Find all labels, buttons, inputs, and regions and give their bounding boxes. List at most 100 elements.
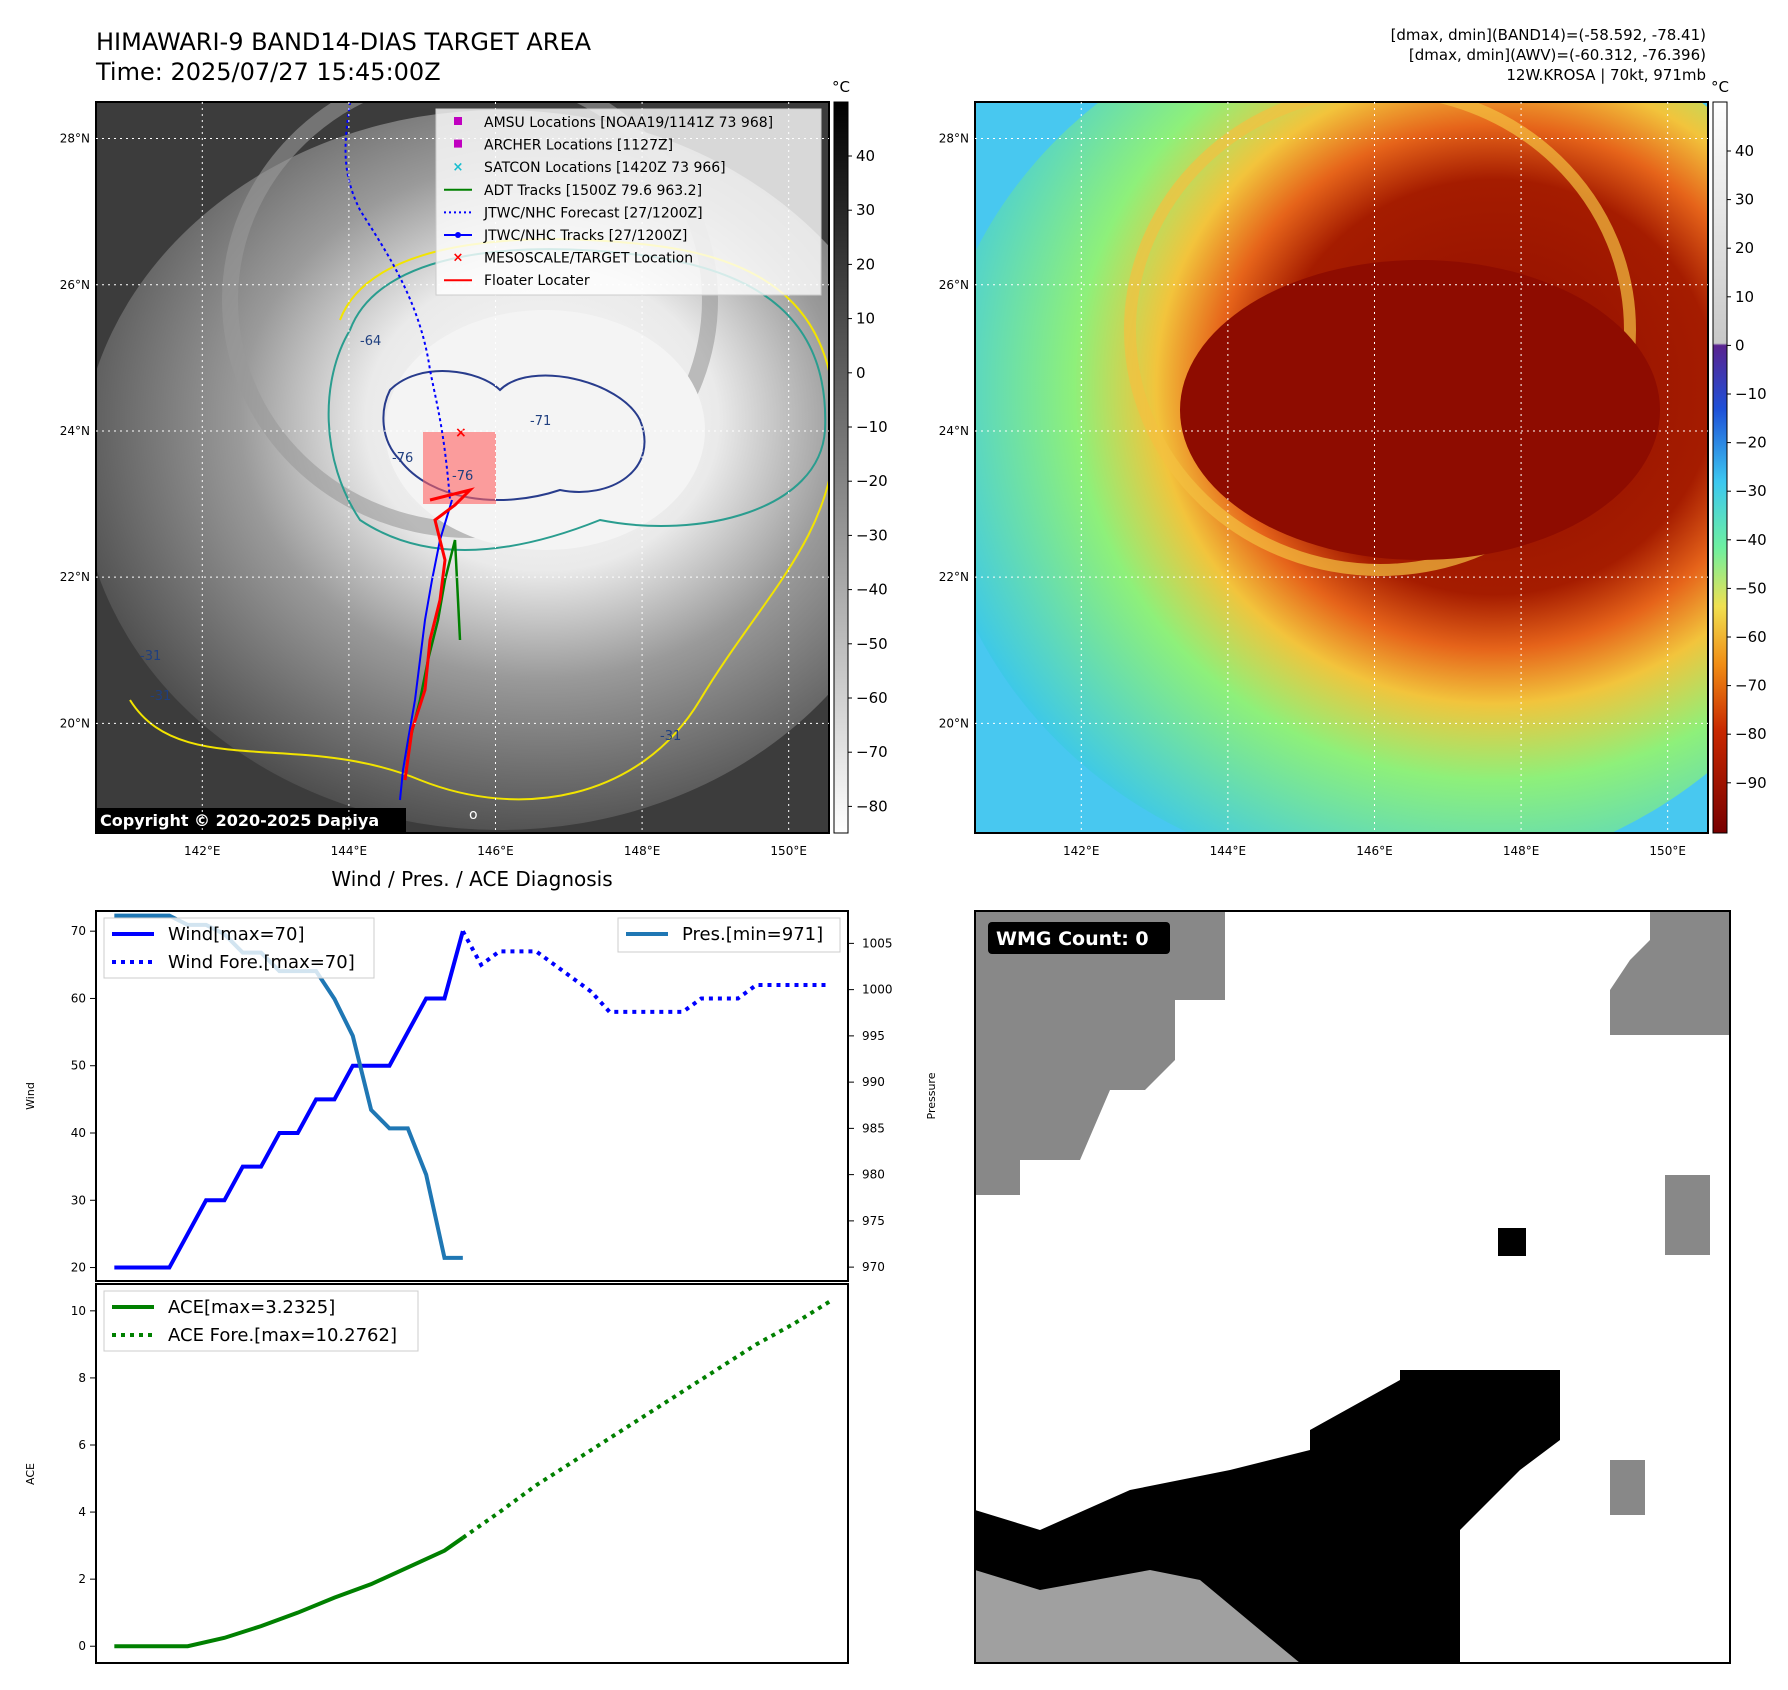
contour-label: -76 <box>452 469 473 484</box>
contour-label: -64 <box>360 334 381 349</box>
pressure-axis-ticks: 970 975 980 985 990 995 1000 1005 <box>848 936 893 1274</box>
left-map-contour-labels: -64 -76 -76 -71 -31 -31 -31 <box>140 334 681 744</box>
wind-ylabel: Wind <box>24 1082 37 1110</box>
colorbar-tick-label: 40 <box>1735 142 1754 160</box>
lon-label: 146°E <box>477 844 514 858</box>
series-line <box>461 1299 831 1540</box>
stats-storm: 12W.KROSA | 70kt, 971mb <box>1506 66 1706 84</box>
legend-label: Wind[max=70] <box>168 924 305 945</box>
legend-marker-square <box>454 139 462 148</box>
pressure-ylabel: Pressure <box>925 1072 938 1119</box>
lat-label: 28°N <box>939 132 969 146</box>
right-map-core <box>1180 260 1660 560</box>
legend-label: ACE[max=3.2325] <box>168 1297 335 1318</box>
lon-label: 144°E <box>1210 844 1247 858</box>
series-line <box>114 930 465 1270</box>
lon-label: 142°E <box>184 844 221 858</box>
right-map-lat-labels: 28°N 26°N 24°N 22°N 20°N <box>939 132 969 731</box>
wmg-gray-region-topright <box>1610 911 1730 1035</box>
contour-label: -31 <box>660 729 681 744</box>
wind-legend: Wind[max=70] Wind Fore.[max=70] <box>112 924 355 973</box>
floater-track <box>403 487 475 781</box>
lon-label: 150°E <box>770 844 807 858</box>
colorbar-tick-label: 20 <box>856 255 875 273</box>
ace-ylabel: ACE <box>24 1463 37 1485</box>
series-line <box>114 1536 464 1649</box>
wind-tick-label: 50 <box>71 1059 86 1073</box>
right-colorbar-ticks: 40 30 20 10 0 −10 −20 −30 −40 −50 −60 −70 −80 −90 <box>1727 142 1767 792</box>
legend-marker-dot <box>455 232 461 238</box>
pressure-tick-label: 1000 <box>862 983 893 997</box>
left-map-frame <box>95 101 830 834</box>
legend-label: JTWC/NHC Forecast [27/1200Z] <box>483 205 703 221</box>
legend-label: ARCHER Locations [1127Z] <box>484 138 673 154</box>
legend-marker-x: × <box>453 251 464 266</box>
colorbar-tick-label: 10 <box>1735 288 1754 306</box>
ace-chart-lines <box>114 1299 831 1649</box>
ace-tick-label: 6 <box>78 1438 86 1452</box>
copyright-box <box>96 808 406 833</box>
lat-label: 22°N <box>939 570 969 584</box>
series-line <box>461 930 830 1014</box>
diagnosis-title: Wind / Pres. / ACE Diagnosis <box>331 867 612 891</box>
wmg-light-gray-region <box>975 1570 1300 1663</box>
contour-label: -31 <box>150 689 171 704</box>
ace-axis-ticks: 0 2 4 6 8 10 <box>71 1304 96 1653</box>
ace-chart: ACE 0 2 4 6 8 10 ACE[max=3.2325] ACE Fore.[max… <box>24 1283 849 1664</box>
colorbar-tick-label: −80 <box>856 797 888 815</box>
colorbar-tick-label: 0 <box>1735 336 1745 354</box>
lon-label: 144°E <box>331 844 368 858</box>
pressure-tick-label: 970 <box>862 1260 885 1274</box>
contour-label: -31 <box>140 649 161 664</box>
lon-label: 146°E <box>1356 844 1393 858</box>
figure-title: HIMAWARI-9 BAND14-DIAS TARGET AREA <box>96 28 592 56</box>
colorbar-tick-label: −50 <box>856 635 888 653</box>
wmg-gray-region-topleft <box>975 911 1225 1195</box>
wind-tick-label: 40 <box>71 1126 86 1140</box>
colorbar-tick-label: −40 <box>856 581 888 599</box>
wmg-gray-region-right-lower <box>1610 1460 1645 1515</box>
ace-legend: ACE[max=3.2325] ACE Fore.[max=10.2762] <box>112 1297 397 1346</box>
figure-time: Time: 2025/07/27 15:45:00Z <box>95 58 441 86</box>
mesoscale-target-marker: × <box>455 425 467 441</box>
copyright-text: Copyright © 2020-2025 Dapiya <box>100 811 379 830</box>
pressure-tick-label: 980 <box>862 1168 885 1182</box>
left-map-contour-inner <box>382 370 646 501</box>
pressure-tick-label: 985 <box>862 1121 885 1135</box>
left-map-legend-box <box>435 108 822 296</box>
wmg-frame <box>974 910 1731 1664</box>
lat-label: 26°N <box>939 278 969 292</box>
legend-label: Wind Fore.[max=70] <box>168 952 355 973</box>
lat-label: 24°N <box>60 424 90 438</box>
left-map-marker: o <box>469 807 478 823</box>
colorbar-tick-label: −40 <box>1735 531 1767 549</box>
stats-band14: [dmax, dmin](BAND14)=(-58.592, -78.41) <box>1391 26 1706 44</box>
stats-awv: [dmax, dmin](AWV)=(-60.312, -76.396) <box>1409 46 1706 64</box>
left-colorbar-unit: °C <box>832 78 850 96</box>
wmg-panel: WMG Count: 0 <box>974 910 1731 1664</box>
colorbar-tick-label: −20 <box>856 472 888 490</box>
pressure-legend: Pres.[min=971] <box>626 924 823 945</box>
colorbar-tick-label: 30 <box>856 201 875 219</box>
contour-label: -71 <box>530 414 551 429</box>
legend-label: Floater Locater <box>484 273 590 289</box>
right-map-frame <box>974 101 1709 834</box>
right-colorbar <box>1712 101 1728 834</box>
left-colorbar-ticks: 40 30 20 10 0 −10 −20 −30 −40 −50 −60 −70 −80 <box>848 147 888 815</box>
ace-tick-label: 8 <box>78 1371 86 1385</box>
ace-tick-label: 10 <box>71 1304 86 1318</box>
wind-tick-label: 30 <box>71 1193 86 1207</box>
wind-tick-label: 70 <box>71 924 86 938</box>
pressure-tick-label: 990 <box>862 1075 885 1089</box>
colorbar-tick-label: −10 <box>1735 385 1767 403</box>
lon-label: 148°E <box>624 844 661 858</box>
legend-label: AMSU Locations [NOAA19/1141Z 73 968] <box>484 115 773 131</box>
legend-label: JTWC/NHC Tracks [27/1200Z] <box>483 228 687 244</box>
ace-tick-label: 4 <box>78 1505 86 1519</box>
wind-tick-label: 20 <box>71 1261 86 1275</box>
wmg-count-badge <box>988 922 1170 954</box>
colorbar-tick-label: −50 <box>1735 579 1767 597</box>
colorbar-tick-label: −70 <box>856 743 888 761</box>
legend-label: ADT Tracks [1500Z 79.6 963.2] <box>484 183 702 199</box>
